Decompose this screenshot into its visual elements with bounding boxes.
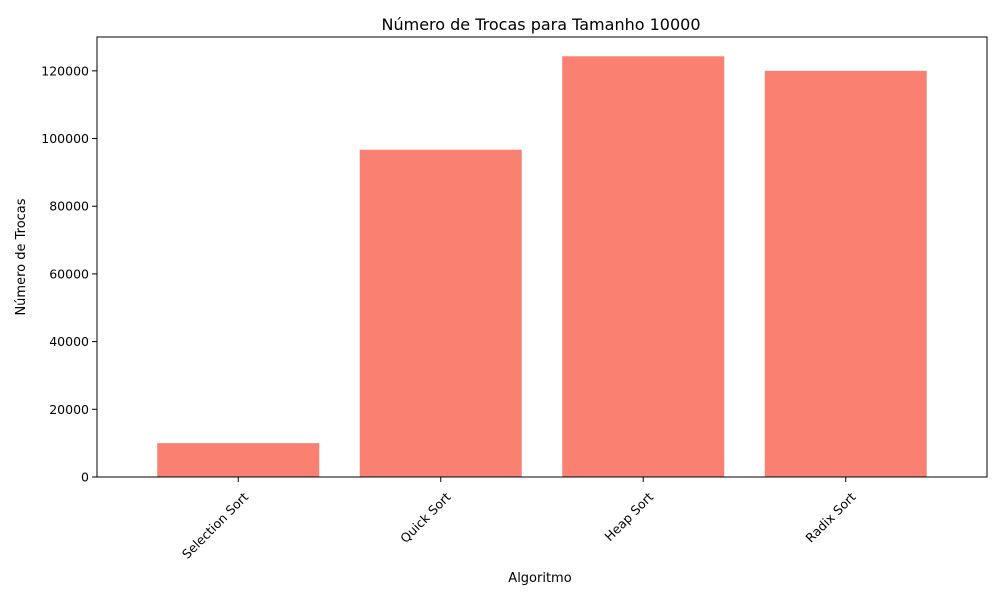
x-tick-label: Selection Sort	[179, 489, 251, 561]
plot-frame	[96, 36, 988, 478]
bar-radix-sort	[764, 70, 927, 477]
y-tick-label: 120000	[41, 63, 89, 78]
y-tick-label: 20000	[49, 402, 89, 417]
y-tick-label: 60000	[49, 266, 89, 281]
bar-quick-sort	[359, 149, 522, 477]
x-axis-ticks: Selection Sort Quick Sort Heap Sort Radix S…	[179, 477, 859, 562]
y-tick-label: 40000	[49, 334, 89, 349]
bar-heap-sort	[562, 56, 725, 478]
bars-group	[157, 56, 927, 478]
x-tick-label: Radix Sort	[802, 489, 858, 545]
y-tick-label: 100000	[41, 131, 89, 146]
y-axis-label: Número de Trocas	[14, 198, 29, 315]
y-axis-ticks: 0 20000 40000 60000 80000 100000 120000	[41, 63, 97, 485]
x-tick-label: Heap Sort	[602, 489, 657, 544]
x-axis-label: Algoritmo	[508, 571, 571, 586]
y-tick-label: 80000	[49, 199, 89, 214]
y-tick-label: 0	[81, 470, 89, 485]
chart-title: Número de Trocas para Tamanho 10000	[382, 15, 701, 34]
bar-selection-sort	[157, 443, 320, 477]
x-tick-label: Quick Sort	[397, 489, 454, 546]
